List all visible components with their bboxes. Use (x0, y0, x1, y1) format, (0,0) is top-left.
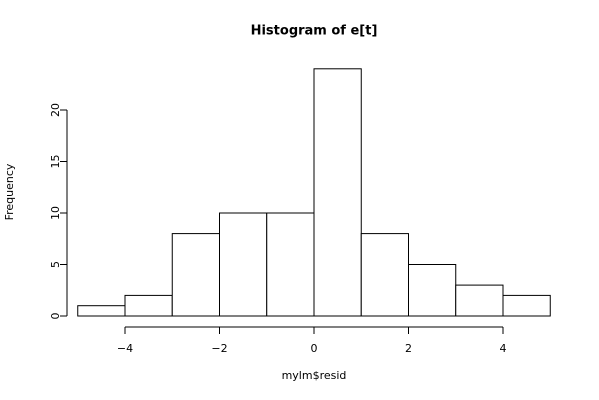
x-tick-label: 2 (405, 342, 412, 355)
bar (171, 233, 220, 317)
y-tick-label: 5 (49, 261, 62, 268)
x-tick-label: −2 (211, 342, 227, 355)
bar (266, 212, 315, 317)
bar (408, 264, 457, 317)
bar (360, 233, 409, 317)
chart-title: Histogram of e[t] (251, 24, 378, 39)
y-tick-label: 10 (49, 206, 62, 220)
y-axis-label: Frequency (3, 163, 16, 220)
x-tick-label: 4 (500, 342, 507, 355)
bar (219, 212, 268, 317)
x-tick-label: −4 (117, 342, 133, 355)
bar (455, 284, 504, 317)
y-tick-label: 15 (49, 155, 62, 169)
x-tick-label: 0 (311, 342, 318, 355)
x-axis-label: mylm$resid (282, 369, 347, 382)
bar (124, 294, 173, 317)
bar (77, 305, 126, 317)
y-tick-label: 20 (49, 103, 62, 117)
bar (502, 294, 551, 317)
y-tick-label: 0 (49, 313, 62, 320)
bar (313, 68, 362, 317)
